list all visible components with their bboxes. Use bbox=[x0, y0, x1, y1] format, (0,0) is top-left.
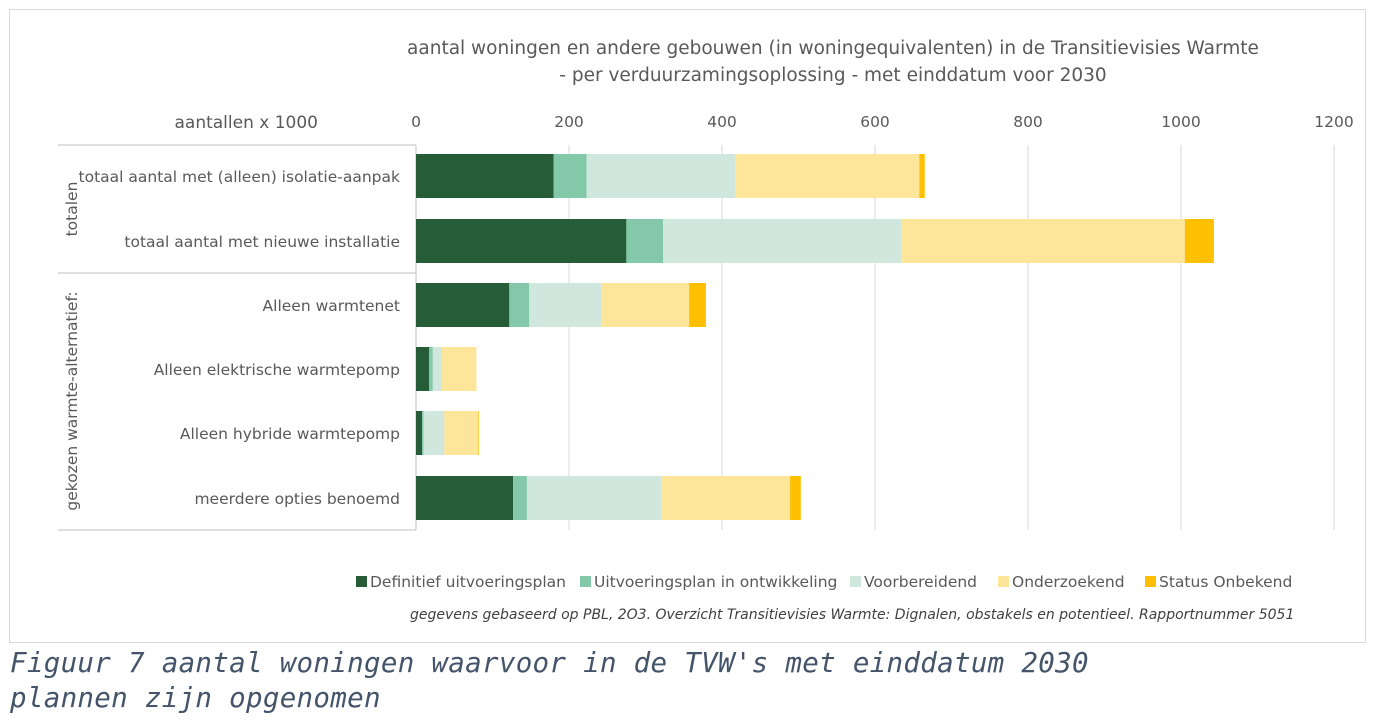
bar-segment bbox=[526, 476, 662, 520]
bar-segment bbox=[432, 347, 443, 391]
bar-segment bbox=[901, 219, 1185, 263]
bar-segment bbox=[429, 347, 433, 391]
bar-segment bbox=[529, 283, 602, 327]
bar-segment bbox=[790, 476, 801, 520]
legend-swatch bbox=[580, 576, 591, 587]
bar-segment bbox=[416, 411, 423, 455]
source-note: gegevens gebaseerd op PBL, 2O3. Overzich… bbox=[410, 607, 1295, 623]
category-label: Alleen warmtenet bbox=[263, 297, 400, 315]
figure-caption: Figuur 7 aantal woningen waarvoor in de … bbox=[10, 646, 1089, 716]
legend-label: Uitvoeringsplan in ontwikkeling bbox=[594, 573, 837, 591]
x-tick-label: 0 bbox=[411, 113, 421, 131]
category-label: Alleen elektrische warmtepomp bbox=[154, 361, 400, 379]
category-label: meerdere opties benoemd bbox=[194, 490, 400, 508]
legend-label: Onderzoekend bbox=[1012, 573, 1125, 591]
legend-label: Definitief uitvoeringsplan bbox=[370, 573, 566, 591]
legend-swatch bbox=[998, 576, 1009, 587]
bar-segment bbox=[416, 476, 514, 520]
caption-line-2: plannen zijn opgenomen bbox=[10, 682, 381, 714]
bar-segment bbox=[586, 154, 736, 198]
bar-segment bbox=[477, 411, 479, 455]
axis-unit-label: aantallen x 1000 bbox=[174, 113, 318, 133]
bar-segment bbox=[626, 219, 664, 263]
category-label: totaal aantal met nieuwe installatie bbox=[124, 233, 400, 251]
chart-title-line-2: - per verduurzamingsoplossing - met eind… bbox=[559, 65, 1106, 86]
bar-segment bbox=[416, 347, 430, 391]
bar-segment bbox=[416, 283, 510, 327]
x-tick-label: 400 bbox=[707, 113, 737, 131]
bar-segment bbox=[919, 154, 925, 198]
x-tick-label: 1000 bbox=[1161, 113, 1200, 131]
legend-swatch bbox=[356, 576, 367, 587]
x-tick-label: 800 bbox=[1013, 113, 1043, 131]
bar-segment bbox=[1184, 219, 1214, 263]
group-label: totalen bbox=[63, 182, 81, 237]
bar-segment bbox=[423, 411, 445, 455]
legend-swatch bbox=[850, 576, 861, 587]
category-label: totaal aantal met (alleen) isolatie-aanp… bbox=[79, 168, 401, 186]
x-tick-label: 1200 bbox=[1314, 113, 1353, 131]
bar-segment bbox=[513, 476, 527, 520]
bar-segment bbox=[444, 411, 478, 455]
bar-segment bbox=[509, 283, 530, 327]
chart-title-line-1: aantal woningen en andere gebouwen (in w… bbox=[407, 38, 1259, 59]
bar-segment bbox=[663, 219, 902, 263]
group-label: gekozen warmte-alternatief: bbox=[63, 291, 81, 510]
bar-segment bbox=[689, 283, 706, 327]
bar-segment bbox=[661, 476, 791, 520]
legend-label: Status Onbekend bbox=[1159, 573, 1292, 591]
x-tick-label: 200 bbox=[554, 113, 584, 131]
bar-segment bbox=[422, 411, 424, 455]
caption-line-1: Figuur 7 aantal woningen waarvoor in de … bbox=[10, 647, 1089, 679]
legend-label: Voorbereidend bbox=[864, 573, 977, 591]
bar-segment bbox=[416, 154, 554, 198]
bar-segment bbox=[735, 154, 920, 198]
x-tick-label: 600 bbox=[860, 113, 890, 131]
bar-segment bbox=[442, 347, 477, 391]
bar-segment bbox=[601, 283, 690, 327]
category-label: Alleen hybride warmtepomp bbox=[180, 425, 400, 443]
bar-segment bbox=[416, 219, 627, 263]
bar-segment bbox=[553, 154, 587, 198]
legend-swatch bbox=[1145, 576, 1156, 587]
